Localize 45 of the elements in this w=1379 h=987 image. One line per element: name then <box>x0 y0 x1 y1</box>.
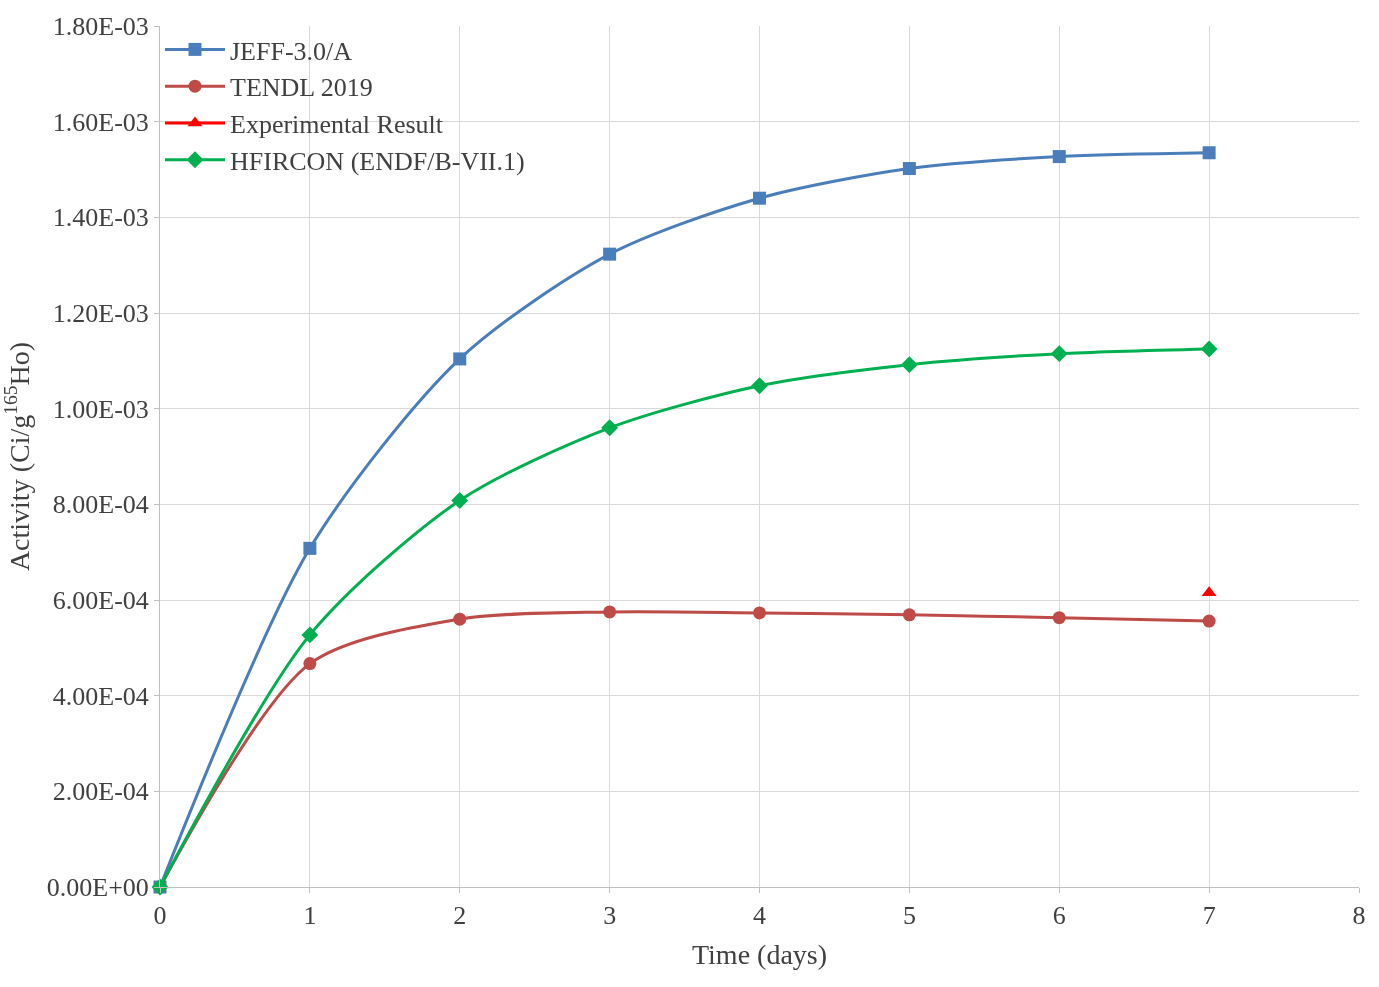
point <box>753 191 766 205</box>
y-tick-label: 1.20E-03 <box>52 299 149 329</box>
point <box>453 612 467 626</box>
point <box>453 352 467 366</box>
x-tick-label: 0 <box>153 901 167 931</box>
x-tick-label: 1 <box>303 901 317 931</box>
point <box>902 608 916 622</box>
y-tick-label: 2.00E-04 <box>52 777 149 807</box>
x-tick-label: 7 <box>1202 901 1216 931</box>
y-tick-label: 4.00E-04 <box>52 681 149 711</box>
point <box>900 356 918 374</box>
y-tick-label: 1.80E-03 <box>52 12 149 42</box>
x-tick-label: 5 <box>902 901 916 931</box>
legend-label: Experimental Result <box>230 110 444 140</box>
point <box>301 626 319 644</box>
y-tick-label: 0.00E+00 <box>46 873 149 903</box>
point <box>1202 614 1216 628</box>
point <box>451 492 469 509</box>
y-tick-label: 1.40E-03 <box>52 203 149 233</box>
point <box>1052 611 1066 625</box>
legend-label: HFIRCON (ENDF/B-VII.1) <box>230 146 525 176</box>
y-tick-label: 1.00E-03 <box>52 394 149 424</box>
x-tick-label: 8 <box>1352 901 1366 931</box>
point <box>1052 150 1066 164</box>
y-tick-label: 8.00E-04 <box>52 490 149 520</box>
x-tick-label: 6 <box>1052 901 1066 931</box>
point <box>1050 345 1068 363</box>
y-tick-label: 6.00E-04 <box>52 586 149 616</box>
point <box>1200 340 1218 358</box>
point <box>603 247 617 261</box>
point <box>902 162 916 176</box>
x-tick-label: 2 <box>453 901 467 931</box>
point <box>601 419 619 437</box>
y-tick-label: 1.60E-03 <box>52 107 149 137</box>
point <box>603 605 617 619</box>
x-tick-label: 4 <box>753 901 766 931</box>
legend-label: JEFF-3.0/A <box>230 36 353 66</box>
x-tick-label: 3 <box>603 901 617 931</box>
point <box>751 377 768 395</box>
x-axis-title: Time (days) <box>691 939 828 971</box>
point <box>1202 146 1216 160</box>
point <box>303 541 317 555</box>
point <box>753 606 766 620</box>
legend-label: TENDL 2019 <box>230 73 373 103</box>
point <box>303 657 317 671</box>
